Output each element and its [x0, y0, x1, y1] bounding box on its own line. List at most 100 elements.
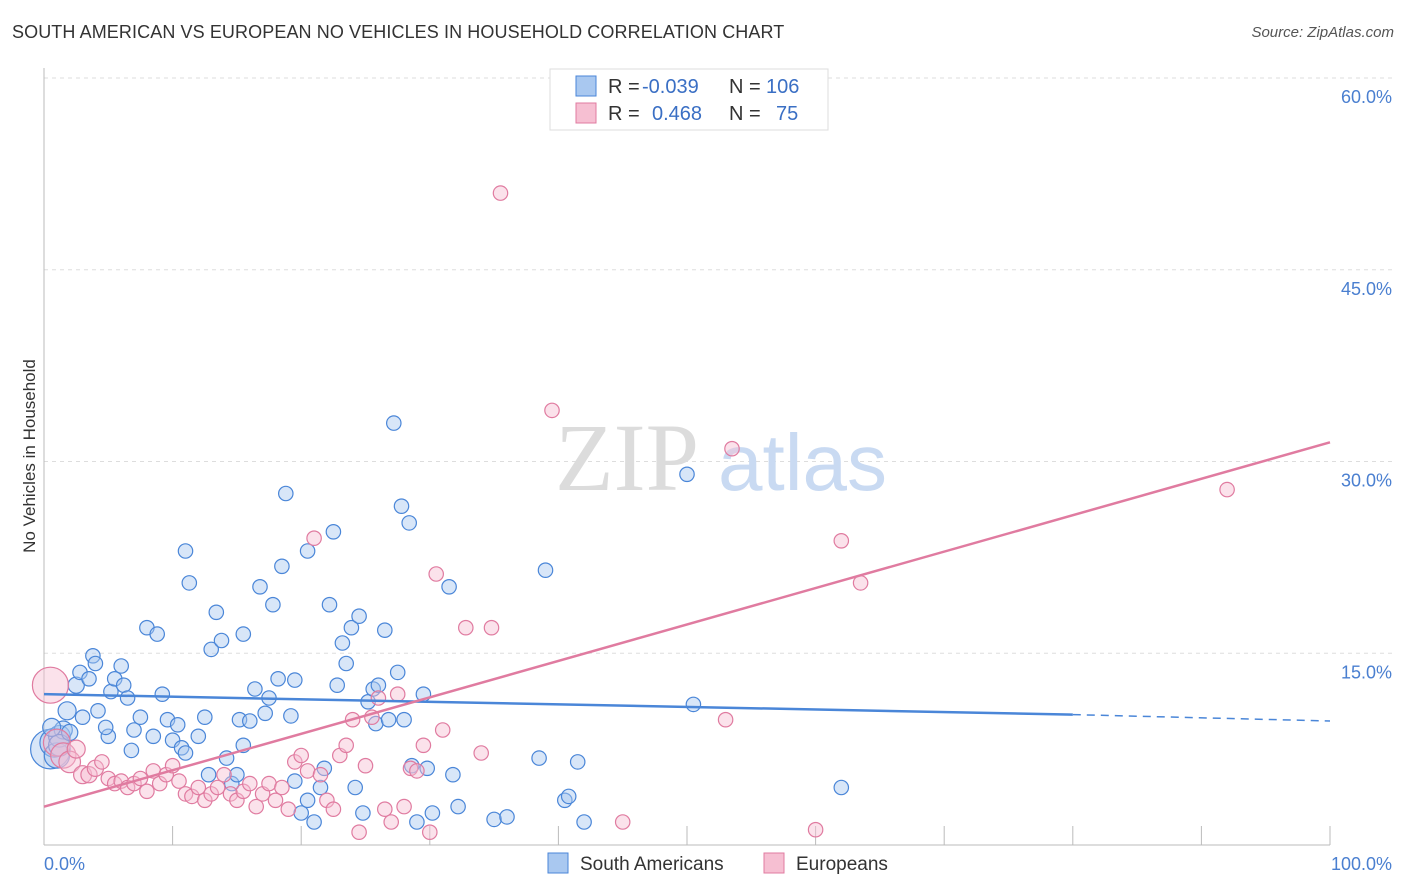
point-blue-35 [203, 641, 219, 658]
trend-lines [43, 441, 1331, 808]
point-blue-9 [81, 670, 97, 687]
point-blue-64 [329, 677, 345, 693]
point-blue-83 [409, 814, 425, 830]
bottom-legend-label-south-americans: South Americans [580, 854, 724, 875]
point-blue-19 [126, 722, 142, 738]
watermark: ZIP atlas [555, 404, 887, 511]
point-blue-81 [401, 515, 417, 531]
point-blue-63 [325, 523, 342, 540]
trend-line-pink [43, 441, 1331, 808]
point-pink-25 [203, 786, 219, 802]
point-pink-68 [614, 814, 631, 830]
point-pink-38 [286, 754, 303, 770]
data-points [30, 70, 1235, 840]
legend-swatch-pink [575, 102, 597, 124]
point-pink-2 [50, 742, 77, 769]
point-blue-58 [299, 543, 316, 559]
y-tick-label-0: 15.0% [1341, 662, 1392, 682]
point-pink-39 [293, 747, 309, 764]
point-blue-74 [370, 677, 387, 693]
point-pink-52 [376, 801, 393, 817]
point-blue-75 [376, 622, 393, 638]
grid-lines [44, 77, 1392, 654]
point-pink-57 [409, 763, 425, 779]
point-blue-80 [396, 711, 412, 728]
point-blue-22 [145, 728, 162, 745]
point-blue-99 [685, 696, 702, 713]
point-blue-27 [169, 716, 186, 733]
point-blue-32 [190, 728, 207, 745]
point-pink-69 [717, 711, 734, 728]
point-blue-90 [486, 811, 502, 828]
point-blue-78 [389, 664, 406, 681]
point-pink-55 [396, 798, 412, 815]
point-blue-79 [393, 498, 410, 514]
point-blue-13 [100, 728, 117, 745]
point-pink-59 [421, 824, 438, 840]
point-blue-44 [242, 713, 258, 729]
point-blue-51 [274, 558, 290, 575]
point-blue-105 [42, 717, 62, 738]
x-tick-label-0: 0.0% [44, 854, 85, 874]
point-blue-40 [229, 766, 245, 783]
point-blue-23 [149, 626, 165, 642]
point-pink-63 [483, 619, 500, 636]
point-blue-89 [450, 798, 466, 815]
source-credit: Source: ZipAtlas.com [1251, 24, 1394, 41]
legend-r-label-2: R = [608, 103, 640, 125]
point-pink-15 [139, 783, 155, 800]
legend-n-label-1: N = [729, 76, 761, 98]
point-blue-55 [286, 773, 303, 789]
point-blue-104 [123, 742, 140, 759]
point-blue-96 [569, 754, 586, 770]
point-blue-86 [424, 805, 441, 821]
trend-line-blue [43, 692, 1073, 716]
point-blue-57 [299, 792, 316, 809]
point-pink-62 [457, 619, 474, 636]
point-pink-31 [242, 775, 258, 792]
point-pink-44 [325, 801, 342, 817]
point-pink-66 [544, 402, 560, 419]
point-pink-4 [66, 739, 86, 759]
y-tick-label-1: 30.0% [1341, 471, 1392, 491]
point-blue-47 [257, 705, 273, 722]
point-pink-26 [209, 779, 226, 796]
legend-n-value-2: 75 [776, 103, 798, 125]
point-blue-43 [235, 626, 252, 642]
point-blue-24 [154, 686, 171, 702]
point-blue-93 [537, 562, 554, 578]
point-blue-33 [197, 709, 213, 725]
point-blue-36 [208, 604, 225, 621]
x-tick-label-1: 100.0% [1331, 854, 1392, 874]
point-pink-35 [267, 792, 284, 809]
point-blue-88 [445, 766, 461, 783]
legend-r-label-1: R = [608, 76, 640, 98]
watermark-atlas: atlas [718, 418, 887, 507]
bottom-legend-swatch-pink [763, 852, 785, 874]
watermark-zip: ZIP [555, 404, 699, 511]
point-pink-64 [473, 745, 489, 761]
y-tick-label-3: 60.0% [1341, 87, 1392, 107]
point-pink-53 [383, 814, 399, 830]
legend-r-value-1: -0.039 [642, 76, 699, 98]
point-pink-28 [222, 786, 239, 802]
point-pink-72 [833, 532, 850, 549]
point-blue-87 [441, 578, 457, 595]
point-pink-61 [434, 722, 451, 738]
trend-line-blue-extension [1072, 713, 1331, 722]
y-tick-label-2: 45.0% [1341, 279, 1392, 299]
point-blue-54 [286, 672, 303, 688]
point-pink-41 [306, 530, 322, 546]
point-blue-70 [355, 805, 371, 821]
point-pink-34 [261, 775, 277, 792]
point-pink-74 [1219, 481, 1235, 498]
bottom-legend-swatch-blue [547, 852, 569, 874]
bottom-legend: South Americans Europeans [547, 852, 888, 875]
point-blue-50 [270, 670, 286, 687]
point-blue-31 [181, 575, 198, 591]
y-axis-label: No Vehicles in Household [20, 359, 39, 553]
point-blue-37 [213, 632, 230, 649]
legend-box: R = -0.039 N = 106 R = 0.468 N = 75 [549, 68, 829, 131]
point-blue-12 [90, 702, 106, 719]
